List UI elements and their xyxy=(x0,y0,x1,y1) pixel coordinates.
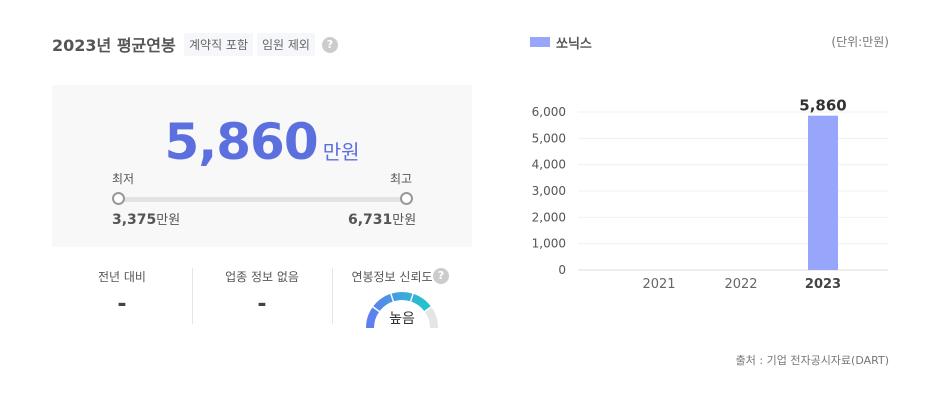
stat-reliability-label: 연봉정보 신뢰도 xyxy=(351,270,433,284)
average-salary: 5,860 만원 xyxy=(52,113,472,171)
stat-industry-value: - xyxy=(257,292,267,317)
page-title: 2023년 평균연봉 xyxy=(52,36,176,55)
reliability-value: 높음 xyxy=(389,311,415,327)
stat-industry-label: 업종 정보 없음 xyxy=(225,270,299,284)
tag-contract: 계약직 포함 xyxy=(184,33,254,56)
gauge-separator xyxy=(371,305,381,313)
help-icon[interactable]: ? xyxy=(433,268,449,284)
x-tick-label: 2022 xyxy=(724,277,757,292)
min-label: 최저 xyxy=(112,172,135,186)
stat-yoy-value: - xyxy=(117,292,127,317)
y-tick-label: 3,000 xyxy=(532,184,566,198)
reliability-gauge xyxy=(366,292,438,328)
gauge-separator xyxy=(409,292,415,303)
divider xyxy=(332,268,333,324)
salary-value: 5,860 xyxy=(164,113,318,171)
help-icon[interactable]: ? xyxy=(322,37,338,53)
stat-yoy-label: 전년 대비 xyxy=(98,270,146,284)
y-tick-label: 6,000 xyxy=(532,105,566,119)
max-value: 6,731만원 xyxy=(348,212,417,228)
salary-summary: 5,860 만원 최저 최고 3,375만원 6,731만원 xyxy=(52,85,472,247)
data-label: 5,860 xyxy=(799,97,846,115)
bar xyxy=(808,115,838,270)
x-tick-label: 2023 xyxy=(805,277,841,292)
y-tick-label: 1,000 xyxy=(532,237,566,251)
divider xyxy=(192,268,193,324)
source-note: 출처 : 기업 전자공시자료(DART) xyxy=(735,354,889,367)
bar-chart: 0 1,000 2,000 3,000 4,000 5,000 6,000 2021 2022 2… xyxy=(532,97,888,292)
min-value: 3,375만원 xyxy=(112,212,181,228)
legend-swatch xyxy=(530,37,550,47)
legend-label: 쏘닉스 xyxy=(556,37,592,52)
unit-note: (단위:만원) xyxy=(831,35,889,49)
gauge-separator xyxy=(389,292,395,303)
max-handle xyxy=(400,192,413,205)
y-tick-label: 4,000 xyxy=(532,158,566,172)
min-handle xyxy=(112,192,125,205)
gauge-separator xyxy=(423,305,433,313)
max-label: 최고 xyxy=(390,172,413,186)
x-tick-label: 2021 xyxy=(642,277,675,292)
salary-unit: 만원 xyxy=(322,140,360,164)
range-track xyxy=(118,197,406,202)
tag-exec: 임원 제외 xyxy=(257,33,315,56)
y-tick-label: 5,000 xyxy=(532,131,566,145)
y-tick-label: 0 xyxy=(558,263,566,277)
y-tick-label: 2,000 xyxy=(532,210,566,224)
